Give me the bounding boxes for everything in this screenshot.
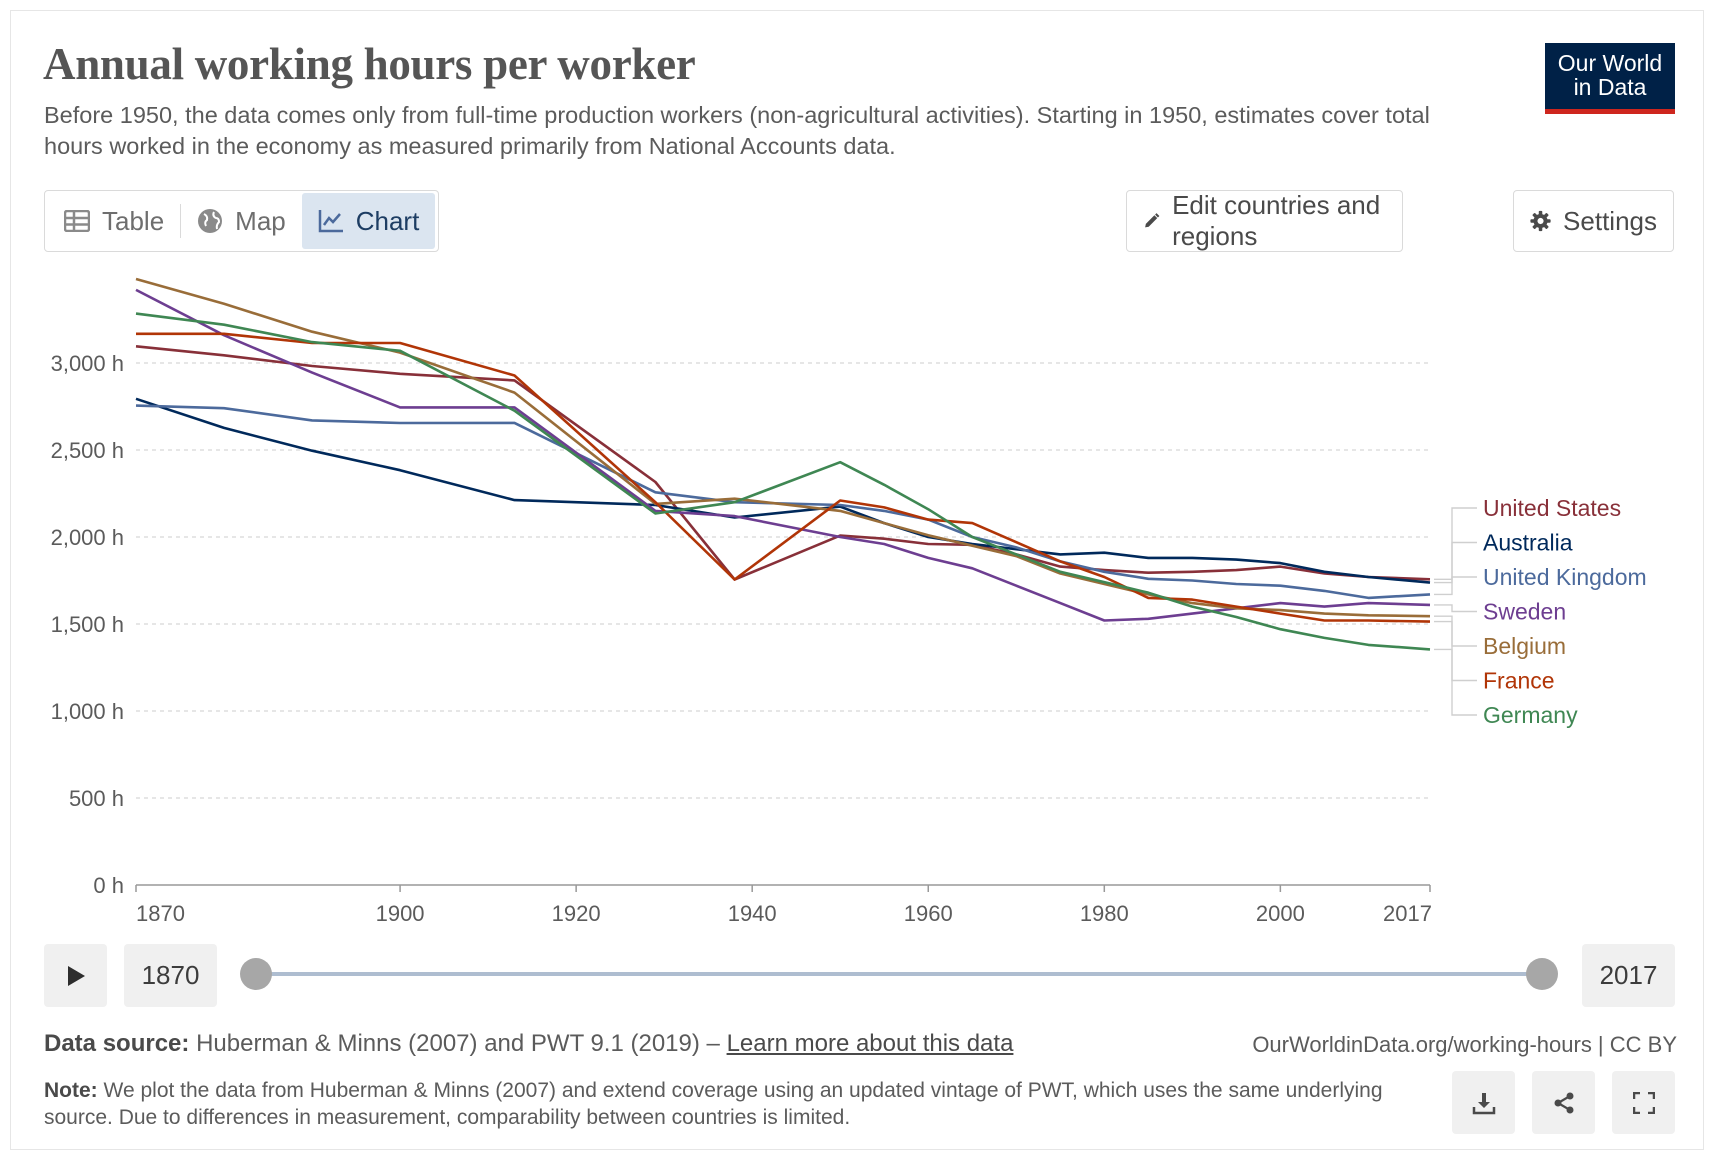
y-tick-label: 2,000 h (51, 525, 124, 550)
end-year-box[interactable]: 2017 (1582, 944, 1675, 1007)
fullscreen-icon (1632, 1091, 1655, 1114)
source-text: Huberman & Minns (2007) and PWT 9.1 (201… (196, 1030, 720, 1057)
share-icon (1554, 1092, 1573, 1113)
view-tabs: Table Map Chart (44, 190, 440, 252)
y-tick-label: 3,000 h (51, 351, 124, 376)
note-text: We plot the data from Huberman & Minns (… (44, 1079, 1383, 1129)
settings-button[interactable]: Settings (1513, 190, 1674, 252)
logo-line1: Our World (1557, 50, 1663, 76)
data-source: Data source: Huberman & Minns (2007) and… (44, 1030, 1013, 1058)
play-icon (67, 965, 85, 986)
x-tick-label: 1980 (1080, 901, 1129, 926)
edit-countries-label: Edit countries and regions (1172, 190, 1381, 251)
source-url[interactable]: OurWorldinData.org/working-hours | CC BY (1252, 1032, 1677, 1057)
note-label: Note: (44, 1079, 98, 1102)
source-label: Data source: (44, 1030, 190, 1057)
legend-label: United States (1483, 495, 1621, 521)
x-tick-label: 1920 (552, 901, 601, 926)
y-tick-label: 2,500 h (51, 438, 124, 463)
series-line (135, 312, 1431, 651)
tab-divider (180, 204, 182, 238)
pencil-icon (1145, 213, 1160, 228)
start-year-handle[interactable] (240, 958, 272, 990)
end-year-handle[interactable] (1526, 958, 1558, 990)
learn-more-link[interactable]: Learn more about this data (726, 1030, 1014, 1057)
owid-logo[interactable]: Our World in Data (1545, 43, 1675, 114)
gear-icon (1530, 210, 1551, 232)
start-year-box[interactable]: 1870 (124, 944, 217, 1007)
series-line (135, 288, 1431, 622)
download-icon (1472, 1092, 1495, 1114)
x-tick-label: 1900 (376, 901, 425, 926)
legend-connector (1434, 541, 1477, 584)
tab-table-label: Table (102, 205, 165, 236)
settings-label: Settings (1563, 205, 1657, 236)
tab-chart-label: Chart (355, 205, 420, 236)
tab-chart[interactable]: Chart (301, 193, 436, 249)
legend-connector (1434, 507, 1477, 580)
share-button[interactable] (1532, 1071, 1595, 1134)
x-tick-label: 1960 (904, 901, 953, 926)
legend-label: Germany (1483, 702, 1578, 728)
series-line (135, 277, 1431, 618)
legend-label: Belgium (1483, 633, 1566, 659)
series-line (135, 397, 1431, 584)
legend-label: Sweden (1483, 599, 1566, 625)
line-chart-icon (318, 210, 343, 233)
chart-subtitle: Before 1950, the data comes only from fu… (44, 102, 1430, 159)
legend-label: France (1483, 668, 1555, 694)
legend-connector (1434, 615, 1477, 647)
x-tick-label: 2017 (1383, 901, 1432, 926)
legend-connector (1434, 576, 1477, 596)
timeline-track[interactable] (256, 972, 1542, 976)
chart-note: Note: We plot the data from Huberman & M… (44, 1077, 1384, 1131)
tab-map[interactable]: Map (181, 193, 302, 249)
y-tick-label: 0 h (93, 873, 124, 898)
edit-countries-button[interactable]: Edit countries and regions (1126, 190, 1403, 252)
download-button[interactable] (1452, 1071, 1515, 1134)
series-line (136, 332, 1431, 623)
x-tick-label: 1870 (136, 901, 185, 926)
play-button[interactable] (44, 944, 107, 1007)
tab-map-label: Map (235, 205, 286, 236)
fullscreen-button[interactable] (1612, 1071, 1675, 1134)
y-tick-label: 500 h (69, 786, 124, 811)
legend-connector (1434, 648, 1477, 716)
x-tick-label: 1940 (728, 901, 777, 926)
legend-connector (1434, 620, 1477, 682)
globe-icon (198, 209, 223, 233)
line-chart: 0 h 500 h 1,000 h 1,500 h 2,000 h 2,500 h 3,00… (51, 277, 1647, 926)
logo-line2: in Data (1573, 74, 1647, 100)
legend-label: Australia (1483, 530, 1573, 556)
chart-title: Annual working hours per worker (43, 39, 696, 89)
legend-connector (1434, 604, 1477, 613)
legend-label: United Kingdom (1483, 564, 1647, 590)
x-tick-label: 2000 (1256, 901, 1305, 926)
y-tick-label: 1,000 h (51, 699, 124, 724)
tab-table[interactable]: Table (48, 193, 180, 249)
y-tick-label: 1,500 h (51, 612, 124, 637)
table-icon (64, 210, 90, 232)
